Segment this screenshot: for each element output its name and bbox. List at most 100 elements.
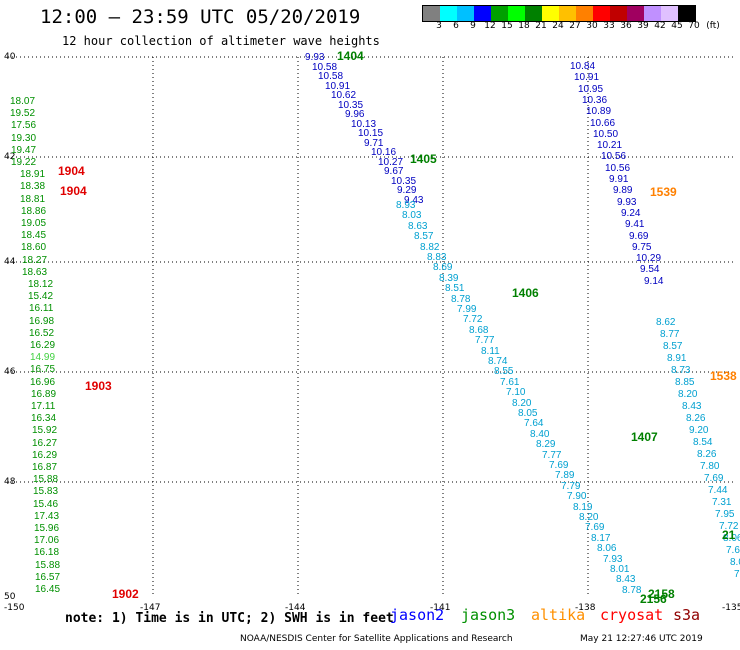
legend-label: 12 (484, 21, 496, 31)
satellite-cryosat: cryosat (600, 606, 664, 624)
swh-value: 17.06 (34, 535, 60, 546)
swh-value: 18.27 (22, 255, 48, 266)
swh-value: 9.75 (632, 242, 652, 253)
swh-value: 9.29 (397, 185, 417, 196)
swh-value: 16.87 (32, 462, 58, 473)
swh-value: 8.57 (414, 231, 434, 242)
swh-value: 8.82 (420, 242, 440, 253)
page-subtitle: 12 hour collection of altimeter wave hei… (62, 34, 380, 48)
legend-label: 42 (654, 21, 666, 31)
credit-text: NOAA/NESDIS Center for Satellite Applica… (240, 634, 513, 644)
swh-value: 8.19 (573, 502, 593, 513)
swh-value: 8.62 (656, 317, 676, 328)
swh-value: 17.11 (31, 401, 56, 412)
swh-value: 7.66 (726, 545, 740, 556)
swh-value: 10.13 (351, 119, 377, 130)
swh-value: 8.01 (610, 564, 630, 575)
swh-value: 10.62 (331, 90, 357, 101)
color-scale-legend (422, 5, 696, 22)
swh-value: 9.96 (345, 109, 365, 120)
legend-label: 9 (470, 21, 476, 31)
legend-swatch (474, 6, 491, 21)
swh-value: 9.54 (640, 264, 660, 275)
swh-value: 18.91 (20, 169, 46, 180)
swh-value: 10.89 (586, 106, 612, 117)
legend-label: 39 (637, 21, 649, 31)
swh-value: 8.17 (591, 533, 611, 544)
legend-label: 21 (535, 21, 547, 31)
swh-value: 10.15 (358, 128, 384, 139)
swh-value: 8.43 (616, 574, 636, 585)
swh-value: 7.31 (712, 497, 732, 508)
swh-value: 8.57 (663, 341, 683, 352)
swh-value: 9.89 (613, 185, 633, 196)
swh-value: 8.39 (439, 273, 459, 284)
swh-value: 18.63 (22, 267, 48, 278)
pass-time: 1902 (112, 587, 139, 601)
pass-time: 2156 (640, 592, 667, 606)
swh-value: 9.71 (364, 138, 384, 149)
legend-swatch (491, 6, 508, 21)
legend-swatch (593, 6, 610, 21)
pass-time: 21 (722, 528, 736, 542)
latitude-label: 44 (4, 257, 16, 267)
satellite-jason2: jason2 (390, 606, 445, 624)
swh-value: 9.67 (384, 166, 404, 177)
legend-label: 30 (586, 21, 598, 31)
satellite-jason3: jason3 (461, 606, 516, 624)
swh-value: 8.02 (730, 557, 740, 568)
latitude-label: 46 (4, 367, 16, 377)
swh-value: 16.45 (35, 584, 61, 595)
legend-swatch (559, 6, 576, 21)
swh-value: 7.72 (719, 521, 739, 532)
legend-swatch (610, 6, 627, 21)
swh-value: 10.21 (597, 140, 623, 151)
swh-value: 8.11 (481, 346, 500, 357)
swh-value: 8.06 (723, 533, 740, 544)
swh-value: 10.56 (605, 163, 631, 174)
swh-value: 8.20 (579, 512, 599, 523)
legend-label: 3 (436, 21, 442, 31)
longitude-label: -144 (285, 603, 306, 613)
pass-time: 1404 (337, 49, 364, 63)
swh-value: 18.45 (21, 230, 47, 241)
swh-value: 15.46 (33, 499, 59, 510)
swh-value: 18.60 (21, 242, 47, 253)
swh-value: 9.24 (621, 208, 641, 219)
swh-value: 15.83 (33, 486, 59, 497)
swh-value: 9.91 (609, 174, 629, 185)
swh-value: 19.22 (11, 157, 37, 168)
footnote: note: 1) Time is in UTC; 2) SWH is in fe… (65, 611, 394, 626)
swh-value: 17.56 (11, 120, 37, 131)
swh-value: 8.06 (597, 543, 617, 554)
swh-value: 9.43 (404, 195, 424, 206)
swh-value: 8.55 (494, 366, 514, 377)
swh-value: 7.89 (555, 470, 575, 481)
legend-swatch (542, 6, 559, 21)
legend-swatch (440, 6, 457, 21)
swh-value: 8.26 (686, 413, 706, 424)
legend-label: 18 (518, 21, 530, 31)
pass-time: 1538 (710, 369, 737, 383)
swh-value: 9.20 (689, 425, 709, 436)
swh-value: 8.03 (402, 210, 422, 221)
swh-value: 8.68 (469, 325, 489, 336)
legend-swatch (627, 6, 644, 21)
swh-value: 7.64 (524, 418, 544, 429)
swh-value: 7.69 (585, 522, 605, 533)
swh-value: 10.84 (570, 61, 596, 72)
swh-value: 10.66 (590, 118, 616, 129)
swh-value: 10.36 (582, 95, 608, 106)
swh-value: 7.61 (500, 377, 520, 388)
swh-value: 18.86 (21, 206, 47, 217)
swh-value: 16.89 (31, 389, 57, 400)
swh-value: 8.63 (408, 221, 428, 232)
swh-value: 10.58 (312, 62, 338, 73)
longitude-label: -150 (4, 603, 25, 613)
pass-time: 1406 (512, 286, 539, 300)
swh-value: 8.83 (427, 252, 447, 263)
swh-value: 10.91 (574, 72, 600, 83)
generated-timestamp: May 21 12:27:46 UTC 2019 (580, 634, 703, 644)
latitude-label: 42 (4, 152, 16, 162)
